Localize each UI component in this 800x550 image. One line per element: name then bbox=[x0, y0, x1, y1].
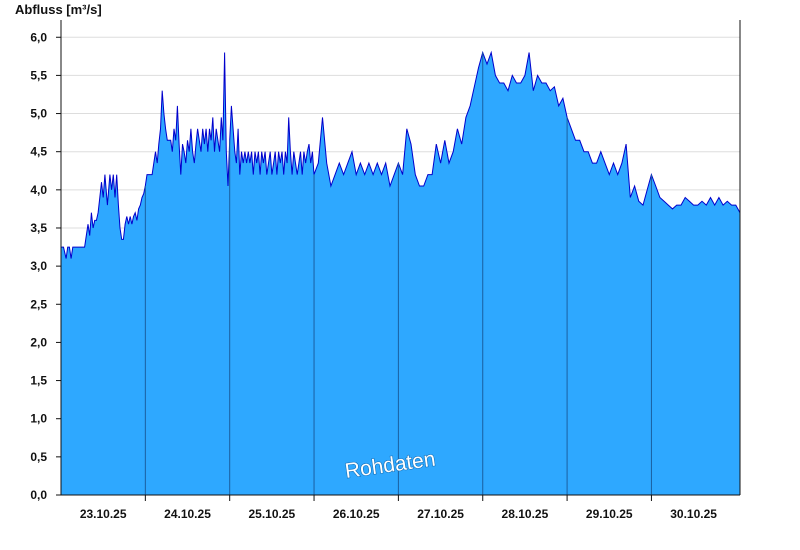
y-tick-label: 3,0 bbox=[30, 259, 47, 273]
x-tick-label: 24.10.25 bbox=[164, 507, 211, 521]
y-tick-label: 1,0 bbox=[30, 412, 47, 426]
x-tick-labels: 23.10.25 24.10.25 25.10.25 26.10.25 27.10.25… bbox=[80, 495, 717, 521]
y-tick-label: 0,5 bbox=[30, 450, 47, 464]
x-tick-label: 23.10.25 bbox=[80, 507, 127, 521]
y-axis-label: Abfluss [m³/s] bbox=[15, 2, 102, 17]
x-tick-label: 27.10.25 bbox=[417, 507, 464, 521]
axes bbox=[60, 20, 741, 496]
day-separator-lines bbox=[144, 52, 652, 495]
x-tick-label: 30.10.25 bbox=[670, 507, 717, 521]
y-tick-label: 4,0 bbox=[30, 183, 47, 197]
x-tick-label: 28.10.25 bbox=[502, 507, 549, 521]
y-tick-label: 2,5 bbox=[30, 297, 47, 311]
y-tick-label: 6,0 bbox=[30, 30, 47, 44]
y-tick-label: 0,0 bbox=[30, 488, 47, 502]
x-tick-label: 25.10.25 bbox=[249, 507, 296, 521]
y-tick-label: 5,5 bbox=[30, 68, 47, 82]
x-tick-label: 29.10.25 bbox=[586, 507, 633, 521]
y-tick-label: 5,0 bbox=[30, 107, 47, 121]
y-tick-label: 2,0 bbox=[30, 335, 47, 349]
y-tick-label: 4,5 bbox=[30, 145, 47, 159]
y-tick-label: 3,5 bbox=[30, 221, 47, 235]
y-tick-label: 1,5 bbox=[30, 374, 47, 388]
discharge-area bbox=[61, 52, 740, 495]
x-tick-label: 26.10.25 bbox=[333, 507, 380, 521]
discharge-line bbox=[61, 50, 741, 259]
y-tick-labels: 0,0 0,5 1,0 1,5 2,0 2,5 3,0 3,5 4,0 4,5 5,0 5,5 6,0 bbox=[30, 30, 61, 502]
